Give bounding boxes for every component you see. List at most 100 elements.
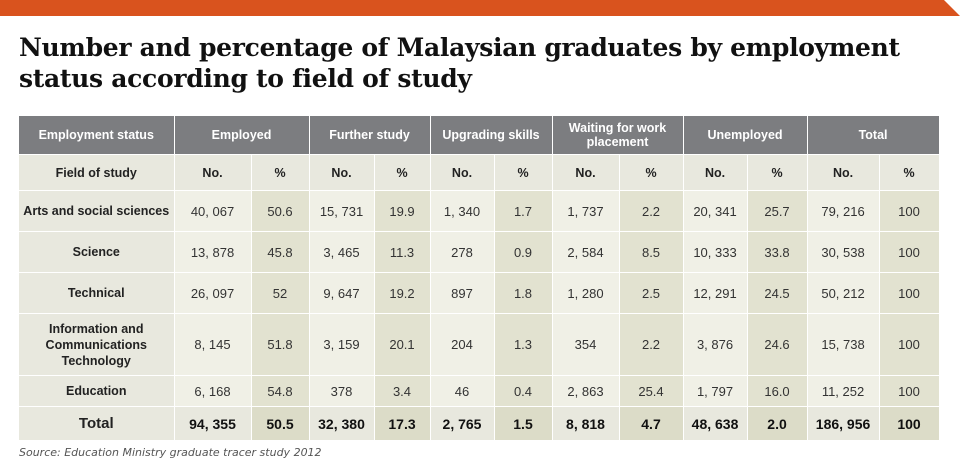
table-cell: 278 — [430, 231, 495, 273]
column-header-no: No. — [174, 154, 252, 191]
table-cell: 19.2 — [374, 272, 431, 314]
table-cell: 40, 067 — [174, 190, 252, 232]
table-cell: 6, 168 — [174, 375, 252, 407]
page-title: Number and percentage of Malaysian gradu… — [19, 33, 900, 93]
table-cell: 20.1 — [374, 313, 431, 376]
group-header-row: Employment status Employed Further study… — [19, 116, 940, 155]
group-header-total: Total — [807, 116, 940, 155]
total-cell: 32, 380 — [309, 406, 375, 441]
table-row: Education 6, 168 54.8 378 3.4 46 0.4 2, … — [19, 375, 940, 407]
total-cell: 2.0 — [747, 406, 808, 441]
top-bar-corner-cut — [944, 0, 960, 16]
column-header-pct: % — [374, 154, 431, 191]
row-label: Arts and social sciences — [19, 190, 175, 232]
total-cell: 4.7 — [619, 406, 684, 441]
total-cell: 2, 765 — [430, 406, 495, 441]
table-cell: 9, 647 — [309, 272, 375, 314]
table-cell: 2.5 — [619, 272, 684, 314]
employment-table: Employment status Employed Further study… — [19, 116, 940, 441]
top-accent-bar — [0, 0, 960, 16]
total-cell: 100 — [879, 406, 940, 441]
table-cell: 8, 145 — [174, 313, 252, 376]
table-cell: 1, 340 — [430, 190, 495, 232]
total-cell: 48, 638 — [683, 406, 748, 441]
table-cell: 1, 737 — [552, 190, 620, 232]
table-cell: 79, 216 — [807, 190, 880, 232]
table-cell: 8.5 — [619, 231, 684, 273]
table-cell: 54.8 — [251, 375, 310, 407]
table-cell: 2, 584 — [552, 231, 620, 273]
table-cell: 46 — [430, 375, 495, 407]
total-label: Total — [19, 406, 175, 441]
table-cell: 1, 280 — [552, 272, 620, 314]
table-cell: 1.8 — [494, 272, 553, 314]
column-header-no: No. — [552, 154, 620, 191]
row-label: Information and Communications Technolog… — [19, 313, 175, 376]
field-of-study-header: Field of study — [19, 154, 175, 191]
table-cell: 50, 212 — [807, 272, 880, 314]
total-cell: 186, 956 — [807, 406, 880, 441]
table-cell: 100 — [879, 272, 940, 314]
table-cell: 0.4 — [494, 375, 553, 407]
table-cell: 3, 159 — [309, 313, 375, 376]
table-cell: 100 — [879, 375, 940, 407]
table-row: Information and Communications Technolog… — [19, 313, 940, 376]
table-row: Arts and social sciences 40, 067 50.6 15… — [19, 190, 940, 232]
row-label: Technical — [19, 272, 175, 314]
subheader-row: Field of study No. % No. % No. % No. % N… — [19, 154, 940, 191]
table-cell: 204 — [430, 313, 495, 376]
column-header-pct: % — [251, 154, 310, 191]
table-cell: 378 — [309, 375, 375, 407]
table-cell: 897 — [430, 272, 495, 314]
column-header-no: No. — [430, 154, 495, 191]
table-cell: 3.4 — [374, 375, 431, 407]
column-header-pct: % — [747, 154, 808, 191]
column-header-pct: % — [619, 154, 684, 191]
total-cell: 17.3 — [374, 406, 431, 441]
table-cell: 3, 876 — [683, 313, 748, 376]
column-header-pct: % — [879, 154, 940, 191]
table-cell: 52 — [251, 272, 310, 314]
table-cell: 100 — [879, 313, 940, 376]
table-cell: 24.6 — [747, 313, 808, 376]
table-cell: 1, 797 — [683, 375, 748, 407]
table-cell: 45.8 — [251, 231, 310, 273]
group-header-further-study: Further study — [309, 116, 431, 155]
total-cell: 94, 355 — [174, 406, 252, 441]
table-cell: 25.4 — [619, 375, 684, 407]
total-cell: 50.5 — [251, 406, 310, 441]
table-cell: 12, 291 — [683, 272, 748, 314]
table-cell: 3, 465 — [309, 231, 375, 273]
table-cell: 11.3 — [374, 231, 431, 273]
table-cell: 2, 863 — [552, 375, 620, 407]
table-cell: 2.2 — [619, 313, 684, 376]
group-header-waiting-placement: Waiting for work placement — [552, 116, 684, 155]
table-cell: 1.7 — [494, 190, 553, 232]
table-cell: 51.8 — [251, 313, 310, 376]
table-cell: 19.9 — [374, 190, 431, 232]
table-cell: 13, 878 — [174, 231, 252, 273]
table-cell: 15, 731 — [309, 190, 375, 232]
column-header-no: No. — [807, 154, 880, 191]
employment-status-header: Employment status — [19, 116, 175, 155]
column-header-pct: % — [494, 154, 553, 191]
source-note: Source: Education Ministry graduate trac… — [19, 446, 322, 459]
table-cell: 354 — [552, 313, 620, 376]
table-cell: 2.2 — [619, 190, 684, 232]
row-label: Education — [19, 375, 175, 407]
table-cell: 100 — [879, 190, 940, 232]
group-header-employed: Employed — [174, 116, 310, 155]
table-cell: 33.8 — [747, 231, 808, 273]
table-cell: 10, 333 — [683, 231, 748, 273]
table-cell: 20, 341 — [683, 190, 748, 232]
total-row: Total 94, 355 50.5 32, 380 17.3 2, 765 1… — [19, 406, 940, 441]
table-cell: 25.7 — [747, 190, 808, 232]
table-row: Science 13, 878 45.8 3, 465 11.3 278 0.9… — [19, 231, 940, 273]
total-cell: 1.5 — [494, 406, 553, 441]
row-label: Science — [19, 231, 175, 273]
table-cell: 50.6 — [251, 190, 310, 232]
table-cell: 0.9 — [494, 231, 553, 273]
table-row: Technical 26, 097 52 9, 647 19.2 897 1.8… — [19, 272, 940, 314]
total-cell: 8, 818 — [552, 406, 620, 441]
column-header-no: No. — [309, 154, 375, 191]
